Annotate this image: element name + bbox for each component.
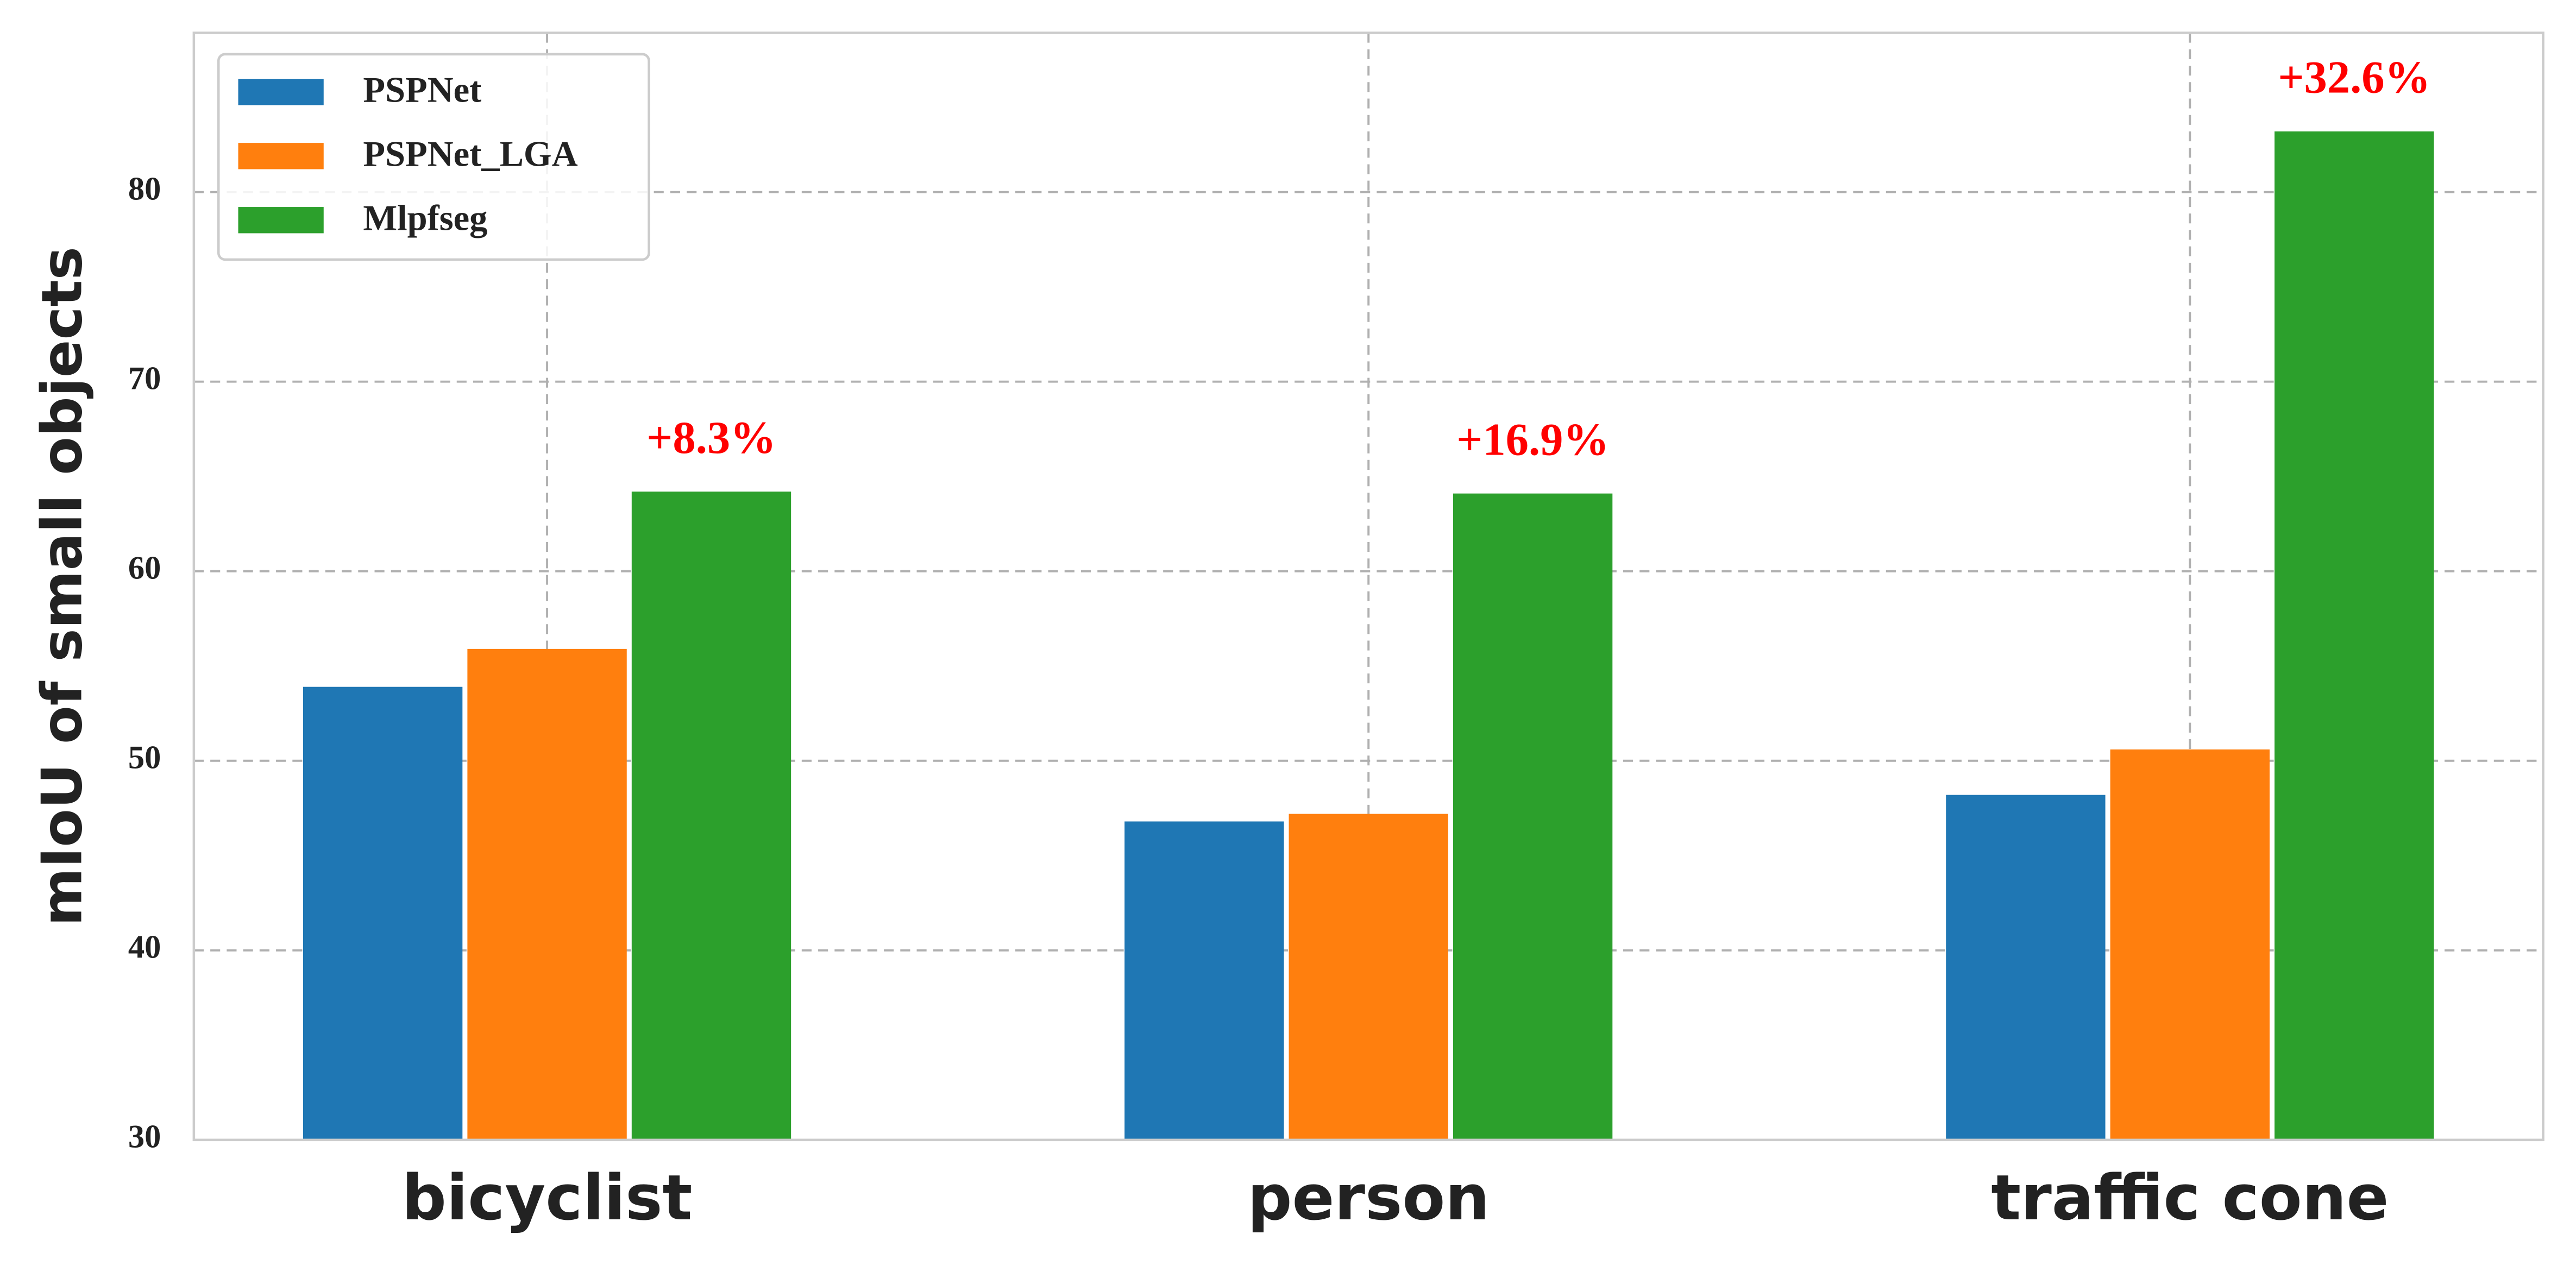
bar: [1453, 493, 1613, 1140]
x-tick-label: traffic cone: [1991, 1162, 2389, 1235]
plot-frame: [192, 32, 2544, 1142]
annotation: +32.6%: [2278, 53, 2430, 103]
legend-label: Mlpfseg: [363, 199, 487, 238]
bar: [1124, 821, 1284, 1140]
legend-label: PSPNet: [363, 71, 481, 110]
legend-label: PSPNet_LGA: [363, 135, 577, 174]
y-tick-label: 60: [128, 550, 161, 587]
x-tick-label: person: [1247, 1162, 1490, 1235]
annotation: +8.3%: [646, 413, 776, 463]
bar: [2110, 749, 2270, 1140]
y-tick-label: 30: [128, 1119, 161, 1155]
bar: [631, 492, 791, 1140]
legend-swatch: [238, 143, 324, 169]
y-tick-label: 70: [128, 361, 161, 397]
legend-swatch: [238, 79, 324, 105]
y-tick-label: 80: [128, 171, 161, 207]
y-axis-label: mIoU of small objects: [30, 247, 95, 926]
y-tick-label: 40: [128, 929, 161, 966]
bar: [303, 687, 463, 1140]
bar: [467, 648, 627, 1140]
annotation: +16.9%: [1456, 414, 1609, 465]
x-tick-label: bicyclist: [402, 1162, 693, 1235]
legend-box: [217, 53, 650, 261]
y-tick-label: 50: [128, 740, 161, 776]
bar: [2275, 131, 2434, 1140]
bar: [1289, 814, 1448, 1140]
bar: [1946, 795, 2106, 1140]
legend-swatch: [238, 207, 324, 234]
